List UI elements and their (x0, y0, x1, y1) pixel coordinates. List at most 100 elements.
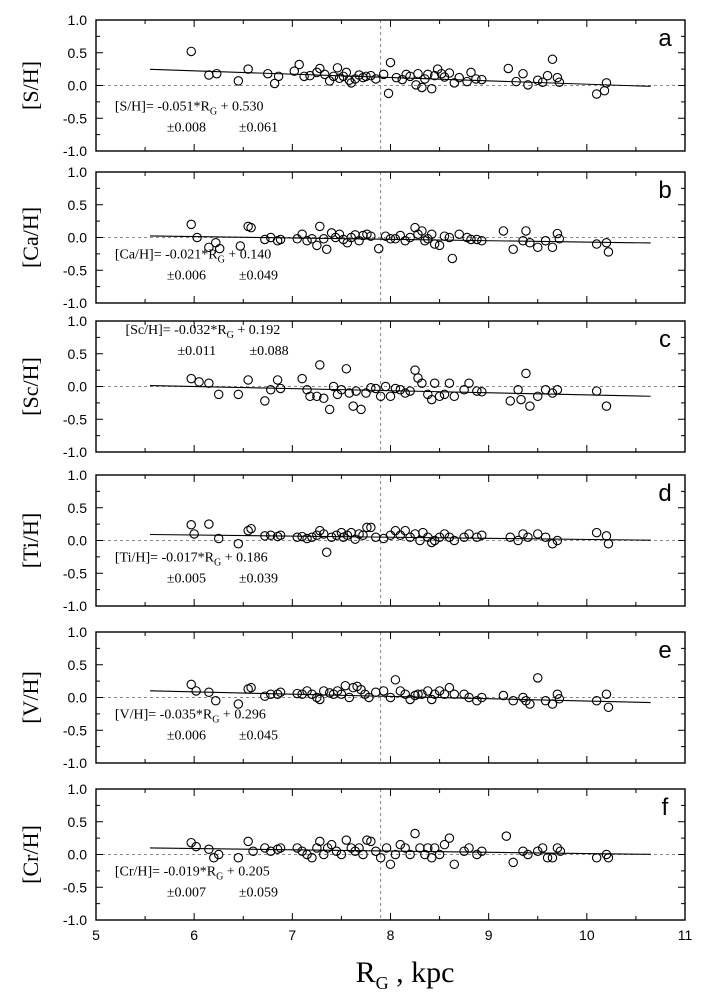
x-tick-label: 8 (387, 927, 395, 943)
data-point (591, 527, 602, 538)
data-point (273, 71, 284, 82)
fit-line (149, 847, 651, 855)
data-point (405, 232, 415, 243)
data-point (439, 839, 450, 850)
data-point (328, 71, 339, 82)
data-point (395, 385, 406, 395)
data-point (204, 519, 214, 529)
data-point (429, 70, 440, 81)
data-point (532, 242, 543, 253)
y-axis-label: [V/H] (18, 671, 43, 724)
data-point (477, 692, 487, 703)
data-point (312, 843, 322, 853)
fit-equation: [Ti/H]= -0.017*RG + 0.186 (115, 550, 268, 568)
data-point (423, 69, 433, 80)
y-tick-label: -1.0 (63, 295, 87, 311)
data-point (191, 841, 201, 852)
fit-equation: [S/H]= -0.051*RG + 0.530 (115, 99, 264, 117)
data-point (292, 843, 302, 853)
fit-equation: [Ca/H]= -0.021*RG + 0.140 (115, 247, 271, 265)
data-point (508, 244, 518, 255)
data-point (361, 71, 371, 82)
data-point (521, 226, 531, 236)
data-point (417, 226, 427, 236)
data-point (400, 843, 410, 853)
y-tick-label: 0.5 (68, 500, 88, 516)
data-point (366, 383, 376, 393)
data-point (516, 394, 526, 405)
data-point (434, 686, 445, 696)
data-point (246, 523, 256, 534)
data-point (466, 234, 476, 245)
fit-equation: [Sc/H]= -0.032*RG + 0.192 (125, 323, 280, 341)
slope-error: ±0.005 (167, 571, 206, 586)
data-point (246, 682, 256, 693)
data-point (542, 853, 553, 863)
data-point (603, 702, 614, 713)
data-point (358, 849, 368, 860)
data-point (243, 836, 253, 847)
data-point (233, 389, 244, 400)
data-point (315, 836, 325, 847)
data-point (362, 522, 372, 533)
data-point (601, 78, 612, 88)
data-point (477, 530, 487, 541)
data-point (521, 368, 531, 379)
data-point (307, 853, 317, 863)
data-point (552, 843, 563, 853)
data-point (331, 530, 342, 541)
data-point (434, 391, 445, 402)
data-point (326, 839, 337, 850)
intercept-error: ±0.039 (239, 571, 278, 586)
data-point (429, 535, 440, 546)
data-point (454, 229, 464, 239)
data-point (464, 529, 474, 539)
data-point (289, 66, 300, 76)
data-point (426, 537, 437, 548)
data-point (312, 692, 322, 703)
data-point (591, 89, 602, 99)
data-point (318, 234, 329, 244)
x-axis-label-unit: , kpc (389, 956, 455, 989)
data-point (211, 696, 221, 706)
data-point (315, 221, 325, 232)
data-point (378, 686, 389, 696)
data-point (366, 836, 376, 847)
data-point (532, 529, 543, 539)
data-point (439, 689, 450, 699)
data-point (591, 853, 602, 863)
slope-error: ±0.006 (167, 268, 206, 283)
data-point (302, 385, 312, 395)
data-point (413, 689, 423, 699)
y-tick-label: 1.0 (68, 781, 88, 797)
data-point (498, 690, 509, 701)
panel-a: 1.0 0.5 0.0 -0.5 -1.0 [S/H] a [S/H]= -0.051*RG … (18, 12, 686, 159)
data-point (186, 373, 196, 384)
data-point (552, 535, 563, 546)
data-point (373, 243, 384, 254)
data-point (292, 532, 302, 542)
y-tick-label: -1.0 (63, 444, 87, 460)
data-point (547, 388, 558, 398)
data-point (472, 849, 482, 860)
data-point (315, 63, 325, 74)
panel-letter: f (662, 794, 669, 821)
data-point (444, 68, 455, 78)
data-point (209, 853, 219, 863)
y-axis-label: [Ca/H] (18, 207, 43, 268)
data-point (599, 85, 610, 96)
data-point (444, 232, 455, 243)
data-point (307, 234, 317, 244)
fit-equation-subscript: G (227, 330, 234, 341)
data-point (380, 231, 391, 241)
data-point (381, 843, 392, 853)
panels-group: 1.0 0.5 0.0 -0.5 -1.0 [S/H] a [S/H]= -0.051*RG … (18, 12, 692, 943)
x-tick-label: 6 (190, 927, 198, 943)
panel-letter: c (659, 326, 671, 353)
data-point (380, 381, 391, 392)
data-point (390, 675, 401, 685)
y-tick-label: 0.0 (68, 379, 88, 395)
data-point (375, 853, 386, 863)
data-point (472, 386, 482, 396)
